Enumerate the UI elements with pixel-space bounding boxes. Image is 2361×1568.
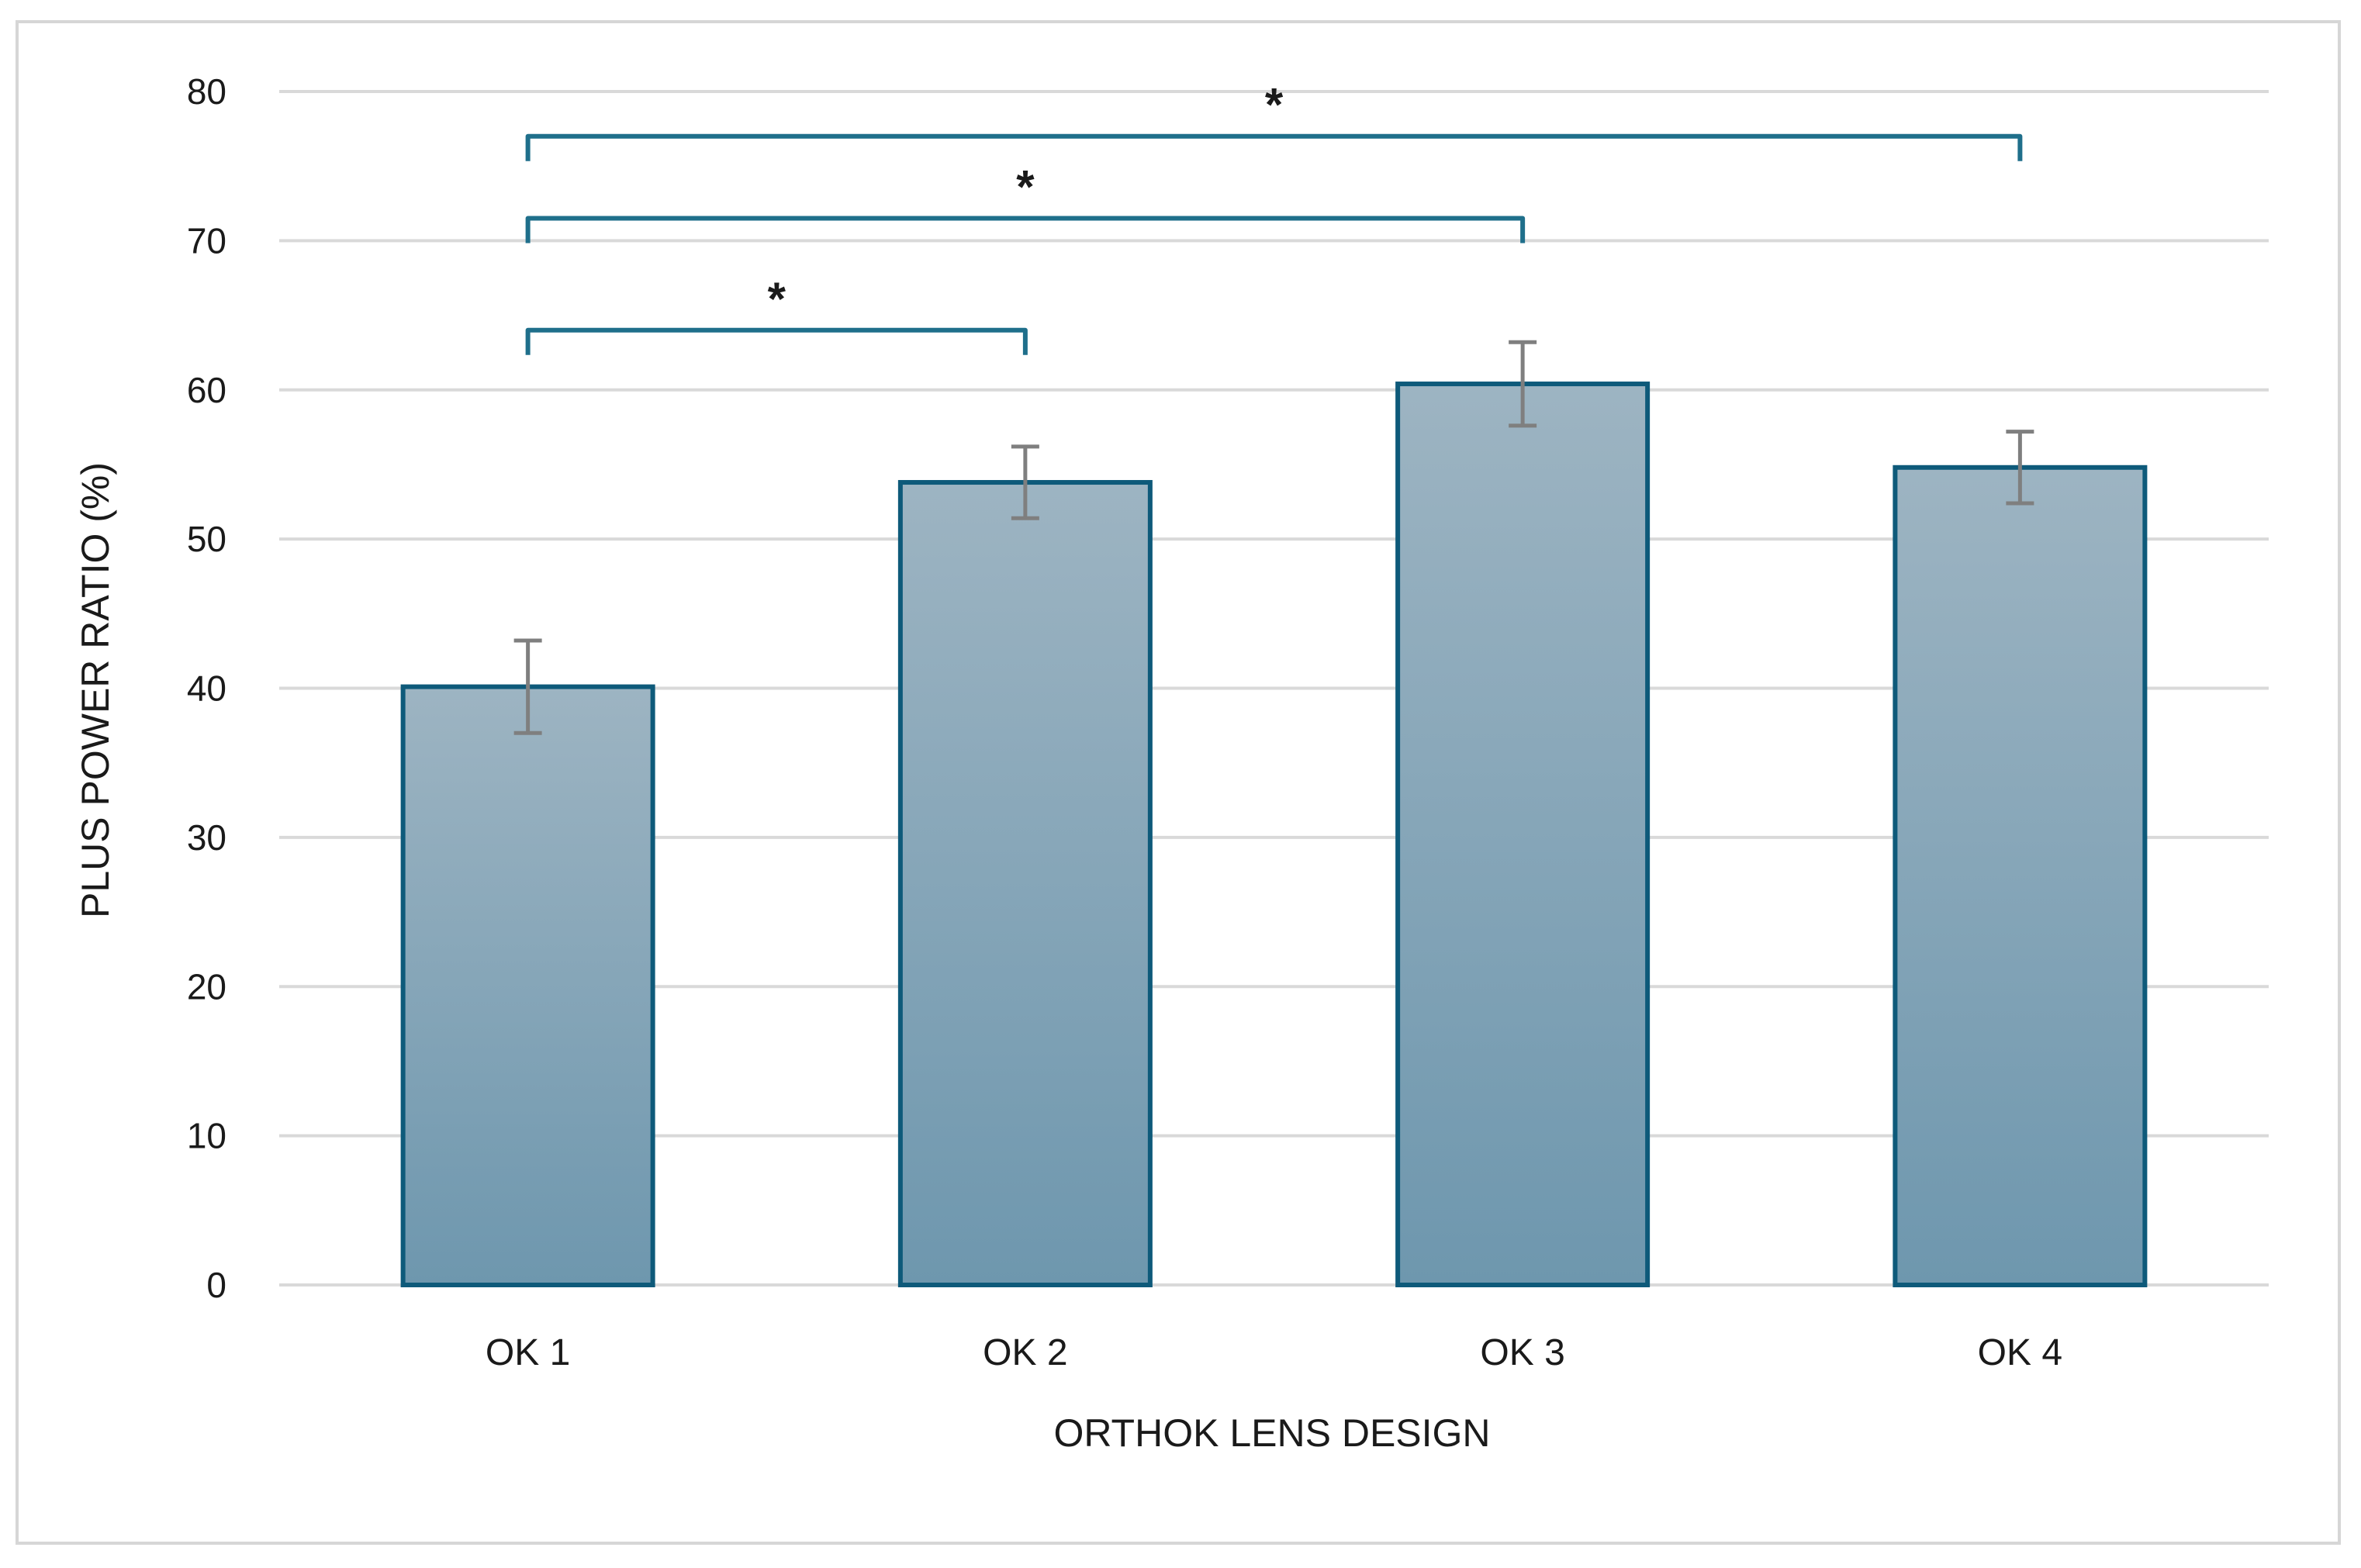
error-bar (513, 638, 542, 735)
x-category-label: OK 1 (486, 1332, 570, 1373)
x-axis-categories: OK 1 OK 2 OK 3 OK 4 (486, 1332, 2062, 1373)
y-tick-label: 70 (187, 220, 226, 261)
significance-bracket (525, 133, 2023, 161)
significance-bracket (525, 216, 1526, 243)
y-tick-label: 0 (206, 1265, 226, 1305)
x-axis-title: ORTHOK LENS DESIGN (1053, 1411, 1490, 1455)
significance-bracket (525, 327, 1028, 355)
bar-ok-1 (400, 684, 655, 1287)
bar-ok-3 (1395, 382, 1651, 1287)
significance-star: * (1265, 79, 1284, 131)
y-tick-label: 10 (187, 1116, 226, 1156)
y-axis-title: PLUS POWER RATIO (%) (74, 462, 117, 918)
error-bars (513, 340, 2034, 735)
error-bar (1509, 340, 1537, 428)
x-category-label: OK 2 (983, 1332, 1067, 1373)
significance-brackets: * * * (525, 79, 2023, 355)
x-category-label: OK 3 (1480, 1332, 1564, 1373)
y-tick-label: 40 (187, 668, 226, 709)
bar-ok-2 (897, 480, 1153, 1288)
significance-star: * (1016, 161, 1035, 213)
y-axis-ticks: 0 10 20 30 40 50 60 70 80 (187, 71, 226, 1305)
error-bar (2006, 430, 2034, 506)
error-bar (1011, 444, 1039, 520)
significance-star: * (768, 273, 786, 325)
y-tick-label: 60 (187, 370, 226, 410)
y-tick-label: 20 (187, 966, 226, 1007)
y-tick-label: 30 (187, 817, 226, 858)
x-category-label: OK 4 (1978, 1332, 2062, 1373)
y-tick-label: 80 (187, 71, 226, 112)
bar-ok-4 (1893, 465, 2148, 1287)
y-tick-label: 50 (187, 519, 226, 559)
bars (400, 382, 2148, 1288)
